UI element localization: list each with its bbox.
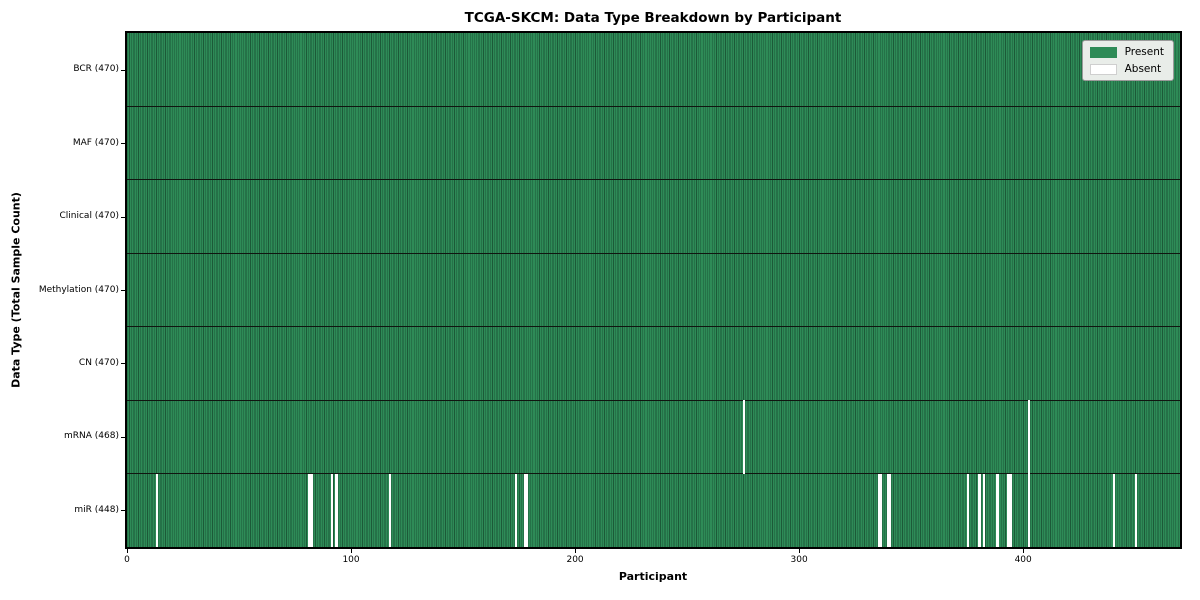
x-tick (799, 549, 801, 553)
y-tick (121, 143, 125, 145)
row-separator (127, 399, 1180, 401)
legend-item-present: Present (1089, 46, 1164, 58)
x-tick-label-100: 100 (342, 555, 360, 565)
y-tick (121, 436, 125, 438)
absent-gap-miR-81 (308, 473, 311, 547)
y-tick-label-CN: CN (470) (78, 357, 119, 368)
row-separator (127, 473, 1180, 475)
row-separator (127, 105, 1180, 107)
y-tick (121, 363, 125, 365)
heatmap-grid (127, 33, 1180, 547)
y-tick (121, 510, 125, 512)
chart-title: TCGA-SKCM: Data Type Breakdown by Partic… (464, 10, 842, 26)
y-tick-label-BCR: BCR (470) (73, 64, 119, 75)
y-tick-label-miR: miR (448) (74, 504, 119, 515)
absent-gap-miR-13 (156, 473, 159, 547)
absent-gap-miR-450 (1135, 473, 1138, 547)
absent-gap-miR-91 (330, 473, 334, 547)
absent-gap-miR-336 (879, 473, 883, 547)
x-tick-label-300: 300 (790, 555, 808, 565)
legend-label-absent: Absent (1124, 63, 1162, 75)
x-tick (575, 549, 577, 553)
legend-item-absent: Absent (1089, 63, 1164, 75)
y-tick-label-mRNA: mRNA (468) (64, 431, 119, 442)
y-tick (121, 69, 125, 71)
absent-gap-miR-177 (523, 473, 526, 547)
x-axis-title: Participant (618, 570, 688, 583)
y-tick-label-Clinical: Clinical (470) (59, 211, 119, 222)
absent-gap-miR-388 (996, 473, 999, 547)
x-tick-label-200: 200 (566, 555, 584, 565)
row-separator (127, 252, 1180, 254)
absent-gap-miR-335 (877, 473, 880, 547)
present-swatch (1089, 46, 1117, 58)
y-tick (121, 290, 125, 291)
plot-area: Present Absent (125, 31, 1182, 549)
absent-gap-miR-82 (310, 473, 313, 547)
absent-gap-mRNA-275 (743, 400, 746, 474)
absent-gap-miR-178 (525, 473, 529, 547)
absent-gap-miR-440 (1112, 473, 1116, 547)
row-separator (127, 179, 1180, 181)
absent-gap-mRNA-402 (1027, 400, 1030, 474)
y-tick-label-Methylation: Methylation (470) (38, 284, 119, 295)
y-tick (121, 216, 125, 218)
absent-gap-miR-394 (1009, 473, 1012, 547)
x-tick-label-0: 0 (124, 555, 130, 565)
y-tick-label-MAF: MAF (470) (72, 137, 119, 148)
legend-label-present: Present (1124, 46, 1164, 58)
absent-gap-miR-402 (1027, 473, 1030, 547)
absent-gap-miR-93 (335, 473, 338, 547)
x-tick (351, 549, 353, 553)
legend: Present Absent (1081, 40, 1174, 81)
absent-gap-miR-173 (514, 473, 517, 547)
x-tick (1023, 549, 1025, 553)
x-tick-label-400: 400 (1014, 555, 1032, 565)
x-tick (127, 549, 128, 553)
absent-gap-miR-380 (978, 473, 981, 547)
absent-gap-miR-382 (982, 473, 986, 547)
absent-gap-miR-375 (967, 473, 970, 547)
absent-swatch (1089, 63, 1117, 75)
absent-gap-miR-340 (888, 473, 891, 547)
absent-gap-miR-393 (1007, 473, 1010, 547)
absent-gap-miR-117 (389, 473, 392, 547)
absent-gap-miR-339 (886, 473, 889, 547)
row-separator (127, 326, 1180, 328)
